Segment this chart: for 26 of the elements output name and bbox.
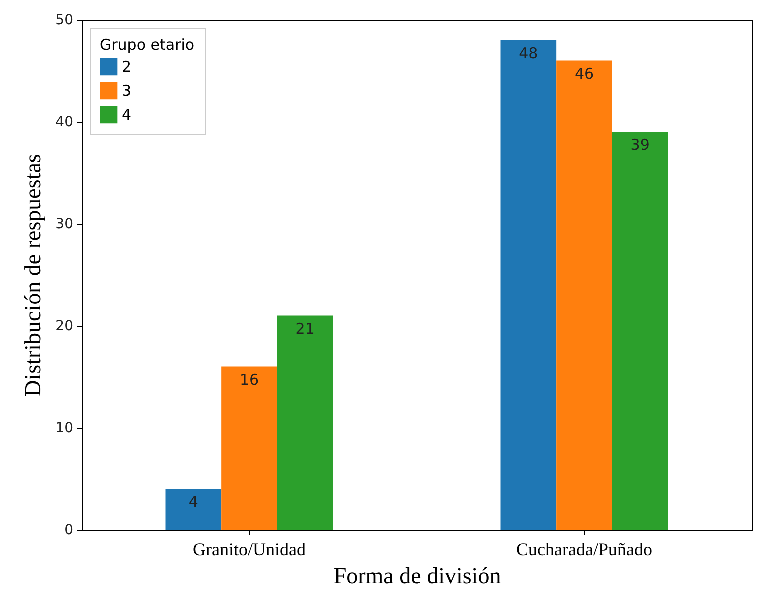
y-tick-label: 50	[56, 12, 74, 28]
x-tick-label: Cucharada/Puñado	[516, 540, 652, 560]
y-axis-title: Distribución de respuestas	[20, 154, 46, 397]
x-tick-label: Granito/Unidad	[193, 540, 306, 560]
data-label: 4	[188, 493, 198, 512]
y-tick-label: 10	[56, 420, 74, 436]
bar	[612, 132, 668, 530]
bar	[277, 316, 334, 530]
legend-label: 3	[122, 82, 132, 100]
bar	[556, 60, 612, 530]
legend-label: 4	[122, 106, 132, 124]
bar	[500, 40, 557, 530]
legend-title: Grupo etario	[100, 36, 195, 54]
bar	[166, 489, 222, 530]
y-tick-label: 40	[56, 114, 74, 130]
bar	[222, 366, 278, 530]
x-axis-title: Forma de división	[334, 564, 502, 588]
y-tick-label: 0	[64, 522, 74, 538]
data-label: 46	[574, 64, 594, 83]
y-tick-label: 20	[56, 318, 74, 334]
data-label: 21	[296, 320, 315, 338]
data-label: 16	[240, 370, 260, 389]
data-label: 39	[630, 136, 650, 154]
y-tick-label: 30	[56, 216, 74, 232]
legend-label: 2	[122, 58, 132, 76]
data-label: 48	[519, 44, 538, 62]
